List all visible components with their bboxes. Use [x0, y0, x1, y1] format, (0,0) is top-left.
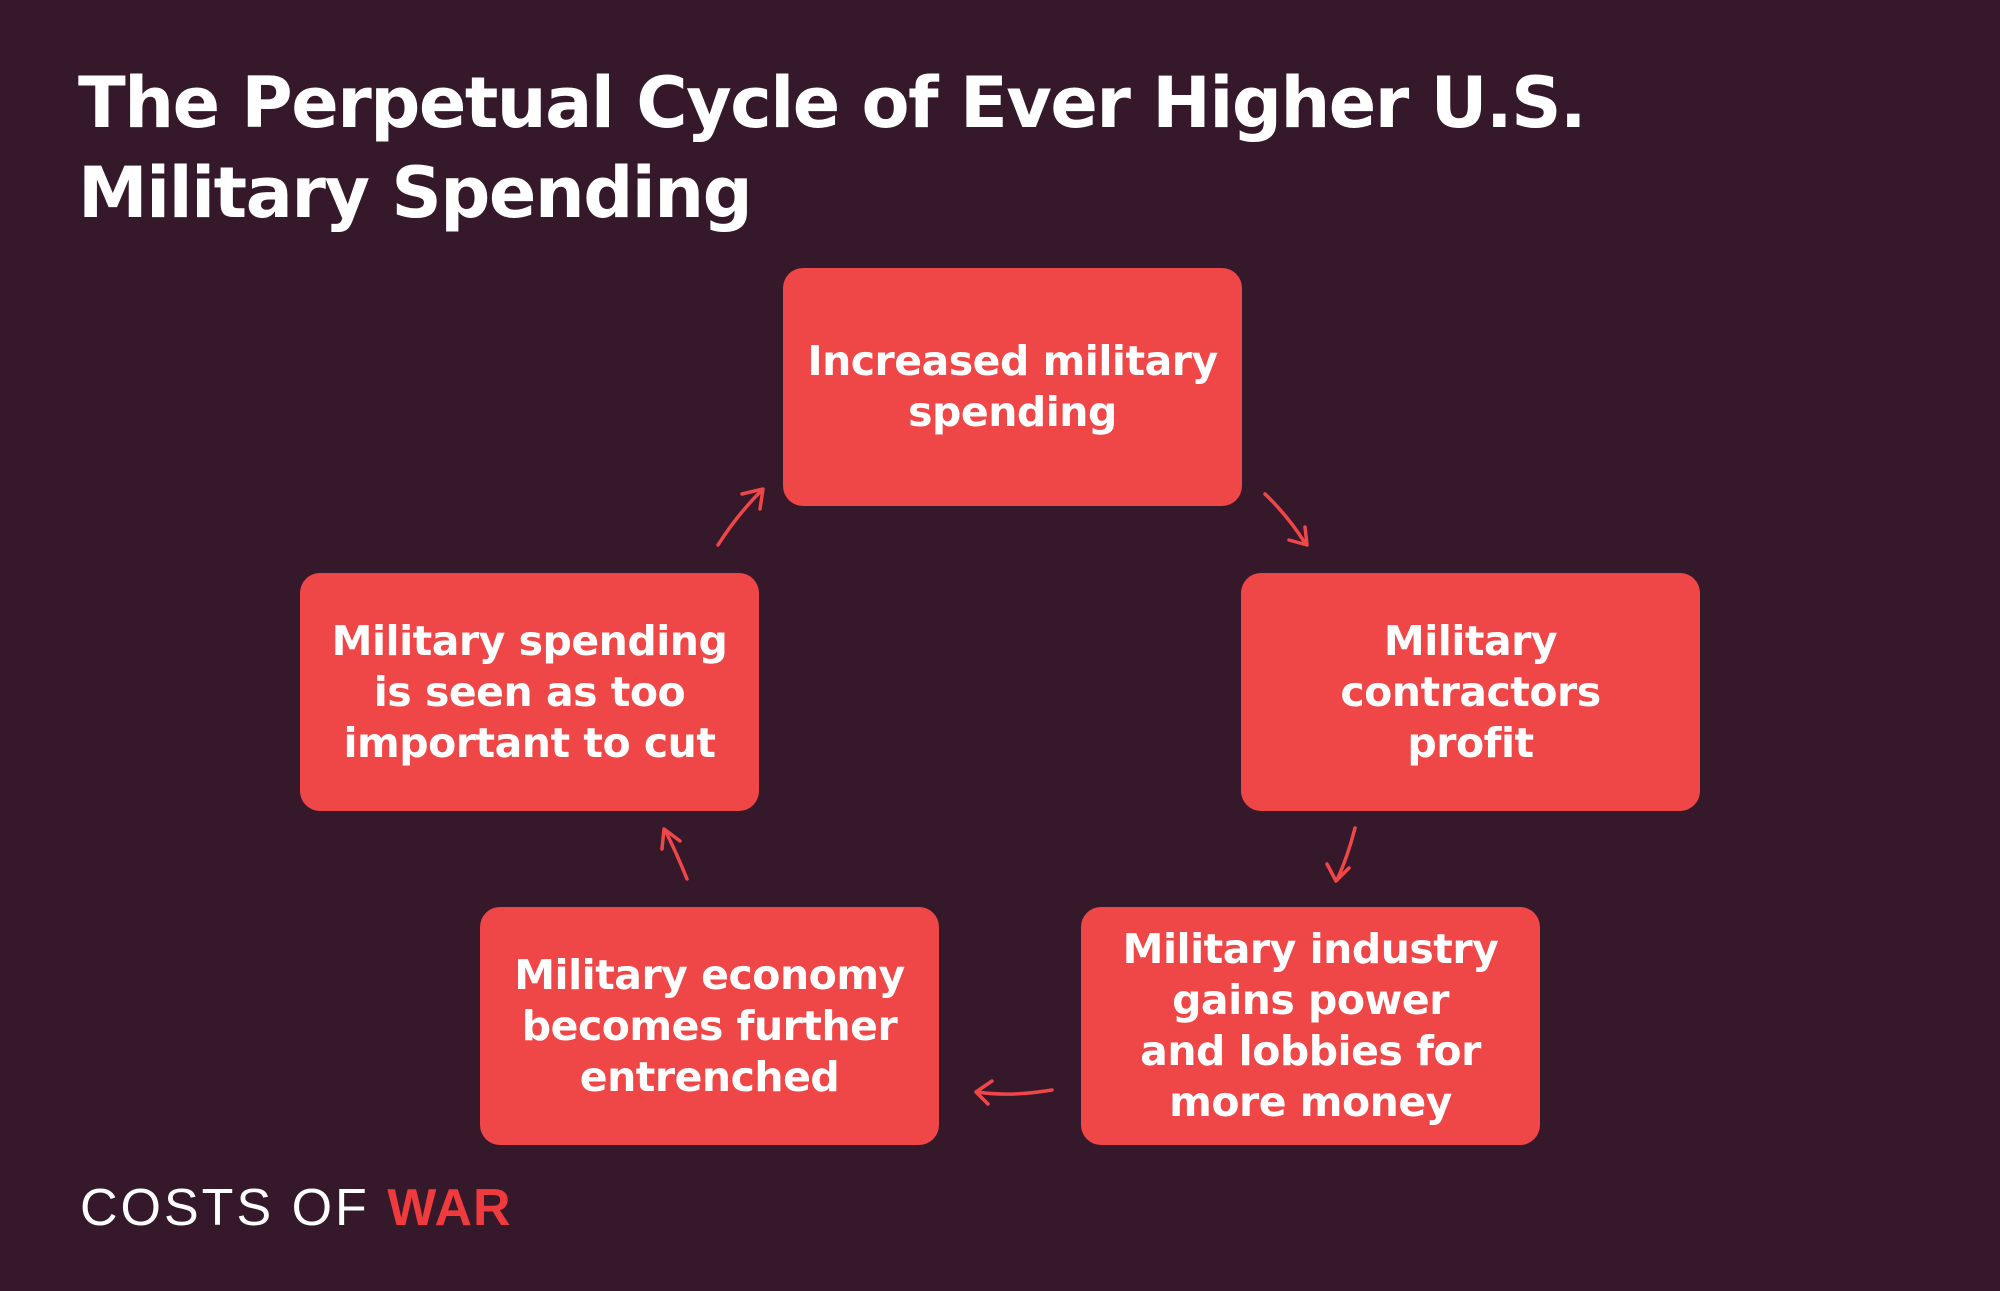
cycle-step-label: Increased military spending	[807, 337, 1218, 436]
arrow-icon	[660, 827, 689, 881]
cycle-step-economy-entrenched: Military economy becomes further entrenc…	[480, 907, 939, 1145]
arrow-icon	[1263, 492, 1309, 547]
cycle-step-increased-spending: Increased military spending	[783, 268, 1242, 506]
arrow-icon	[1325, 826, 1357, 883]
logo-text-war: WAR	[387, 1179, 512, 1237]
cycle-step-label: Military economy becomes further entrenc…	[514, 950, 905, 1101]
cycle-step-label: Military spending is seen as too importa…	[331, 616, 728, 767]
logo-text-costs-of: COSTS OF	[80, 1179, 388, 1237]
title-line-1: The Perpetual Cycle of Ever Higher U.S.	[78, 62, 1587, 144]
cycle-step-label: Military contractors profit	[1340, 616, 1601, 767]
costs-of-war-logo: COSTS OF WAR	[80, 1178, 512, 1238]
cycle-step-contractors-profit: Military contractors profit	[1241, 573, 1700, 811]
arrow-icon	[716, 487, 765, 547]
cycle-step-label: Military industry gains power and lobbie…	[1122, 925, 1499, 1126]
arrow-icon	[974, 1079, 1054, 1106]
page-title: The Perpetual Cycle of Ever Higher U.S. …	[78, 58, 1587, 238]
cycle-step-too-important-to-cut: Military spending is seen as too importa…	[300, 573, 759, 811]
title-line-2: Military Spending	[78, 152, 753, 234]
cycle-step-industry-lobbies: Military industry gains power and lobbie…	[1081, 907, 1540, 1145]
